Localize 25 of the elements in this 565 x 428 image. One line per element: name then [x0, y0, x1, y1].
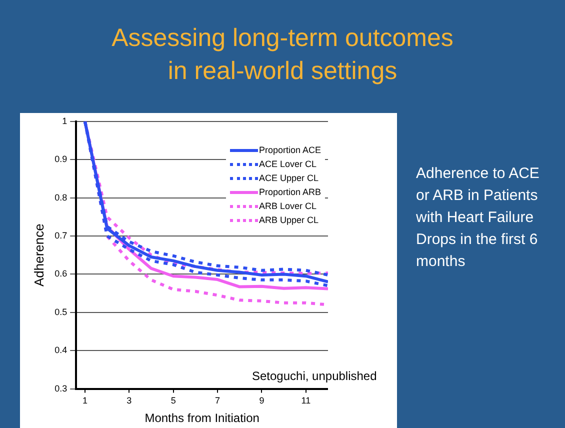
text: Adherence to ACE or ARB in Patients with Heart Failure Drops in the first 6 months	[416, 164, 540, 272]
chart-title: Assessing long-term outcomes in real-world settings	[110, 23, 454, 87]
y-tick-label: 0.3	[54, 383, 68, 394]
y-tick-label: 0.7	[54, 230, 68, 240]
y-tick-label: 0.4	[54, 345, 68, 356]
x-tick-label: 7	[215, 396, 220, 406]
legend-label: Proportion ARB	[259, 187, 322, 197]
annotation: Setoguchi, unpublished	[252, 369, 377, 383]
y-axis-title: Adherence	[31, 224, 46, 287]
x-tick-label: 3	[126, 396, 132, 406]
x-axis-title: Months from Initiation	[144, 411, 260, 426]
legend-label: ARB Lover CL	[259, 201, 317, 211]
y-tick-label: 0.6	[54, 268, 68, 279]
y-tick-label: 0.5	[54, 306, 68, 317]
legend-label: ARB Upper CL	[259, 215, 319, 225]
x-tick-label: 1	[82, 396, 88, 406]
x-tick-label: 9	[259, 396, 264, 406]
legend-label: ACE Upper CL	[259, 173, 319, 183]
x-tick-label: 11	[301, 396, 311, 406]
y-tick-label: 0.8	[54, 192, 68, 202]
legend-label: Proportion ACE	[259, 145, 322, 155]
legend-label: ACE Lover CL	[259, 159, 317, 169]
y-tick-label: 1	[62, 116, 68, 126]
x-tick-label: 5	[170, 396, 176, 406]
y-tick-label: 0.9	[54, 154, 68, 164]
